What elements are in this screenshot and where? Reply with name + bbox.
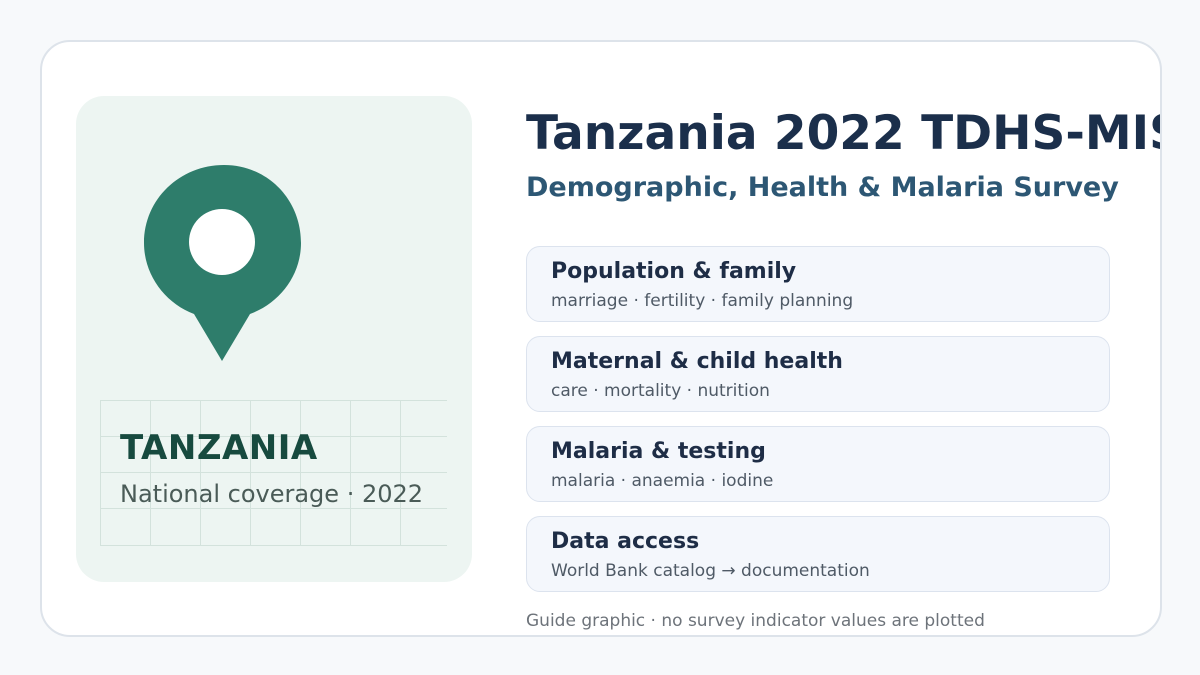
guide-card: TANZANIA National coverage · 2022 Tanzan… (40, 40, 1162, 637)
page-title: Tanzania 2022 TDHS-MIS (526, 106, 1162, 161)
topic-description: marriage · fertility · family planning (551, 291, 854, 311)
topic-card-malaria-testing: Malaria & testing malaria · anaemia · io… (526, 426, 1110, 502)
topic-description: care · mortality · nutrition (551, 381, 770, 401)
topic-title: Malaria & testing (551, 439, 766, 464)
topic-description: World Bank catalog → documentation (551, 561, 870, 581)
page-subtitle: Demographic, Health & Malaria Survey (526, 172, 1119, 203)
footnote: Guide graphic · no survey indicator valu… (526, 611, 985, 631)
map-grid (100, 400, 447, 546)
coverage-label: National coverage · 2022 (120, 480, 424, 508)
country-panel: TANZANIA National coverage · 2022 (76, 96, 472, 582)
country-name: TANZANIA (120, 428, 318, 468)
topic-card-data-access: Data access World Bank catalog → documen… (526, 516, 1110, 592)
map-pin-icon (144, 165, 301, 361)
topic-title: Data access (551, 529, 700, 554)
topic-description: malaria · anaemia · iodine (551, 471, 774, 491)
topic-card-population: Population & family marriage · fertility… (526, 246, 1110, 322)
topic-title: Maternal & child health (551, 349, 843, 374)
topic-title: Population & family (551, 259, 797, 284)
topic-card-maternal-child-health: Maternal & child health care · mortality… (526, 336, 1110, 412)
